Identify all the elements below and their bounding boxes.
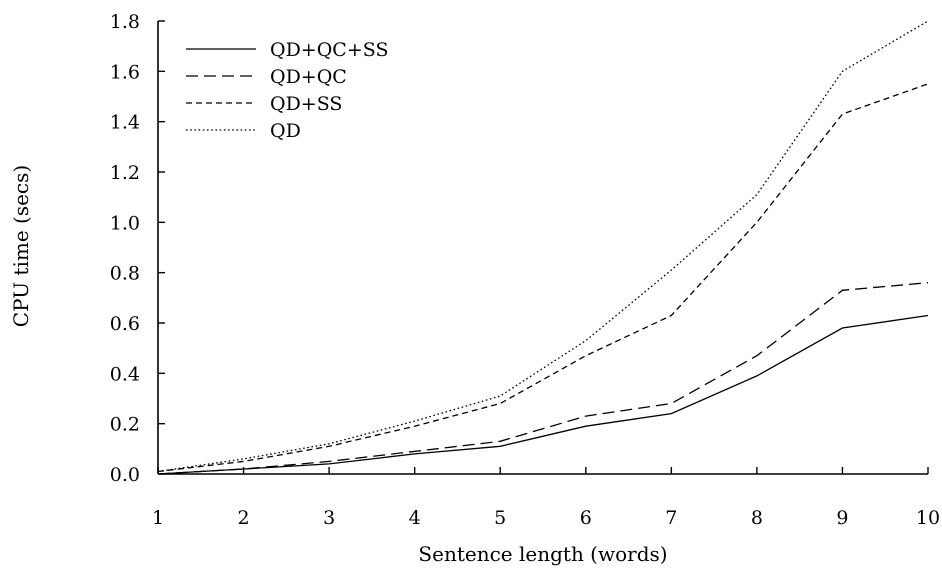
axes xyxy=(157,21,928,475)
x-tick-label: 7 xyxy=(665,507,677,529)
y-ticks: 0.0 0.2 0.4 0.6 0.8 1.0 1.2 1.4 1.6 1.8 xyxy=(110,11,165,486)
x-axis-label: Sentence length (words) xyxy=(418,542,667,566)
y-tick-label: 1.2 xyxy=(110,162,140,184)
y-tick-label: 0.4 xyxy=(110,363,140,385)
y-tick-label: 1.8 xyxy=(110,11,140,33)
y-tick-label: 0.6 xyxy=(110,313,140,335)
y-tick-label: 1.4 xyxy=(110,112,140,134)
y-tick-label: 0.0 xyxy=(110,464,140,486)
legend: QD+QC+SS QD+QC QD+SS QD xyxy=(186,39,388,142)
x-tick-label: 2 xyxy=(238,507,250,529)
y-tick-label: 0.8 xyxy=(110,263,140,285)
x-tick-label: 1 xyxy=(152,507,164,529)
y-tick-label: 1.0 xyxy=(110,212,140,234)
x-tick-label: 8 xyxy=(751,507,763,529)
y-tick-label: 0.2 xyxy=(110,414,140,436)
legend-label: QD xyxy=(270,120,301,142)
legend-label: QD+SS xyxy=(270,93,342,115)
x-tick-label: 10 xyxy=(916,507,940,529)
x-ticks: 1 2 3 4 5 6 7 8 9 10 xyxy=(152,467,940,529)
legend-label: QD+QC+SS xyxy=(270,39,388,61)
series-lines xyxy=(157,20,929,475)
x-tick-label: 4 xyxy=(409,507,421,529)
series-line-qd-ss xyxy=(157,83,929,473)
x-tick-label: 3 xyxy=(323,507,335,529)
x-tick-label: 9 xyxy=(836,507,848,529)
x-tick-label: 5 xyxy=(494,507,506,529)
x-tick-label: 6 xyxy=(580,507,592,529)
series-line-qd-qc xyxy=(157,282,929,475)
y-axis-label: CPU time (secs) xyxy=(9,165,33,327)
series-line-qd-qc-ss xyxy=(157,314,929,475)
legend-label: QD+QC xyxy=(270,66,347,88)
y-tick-label: 1.6 xyxy=(110,61,140,83)
series-line-qd xyxy=(157,20,929,473)
